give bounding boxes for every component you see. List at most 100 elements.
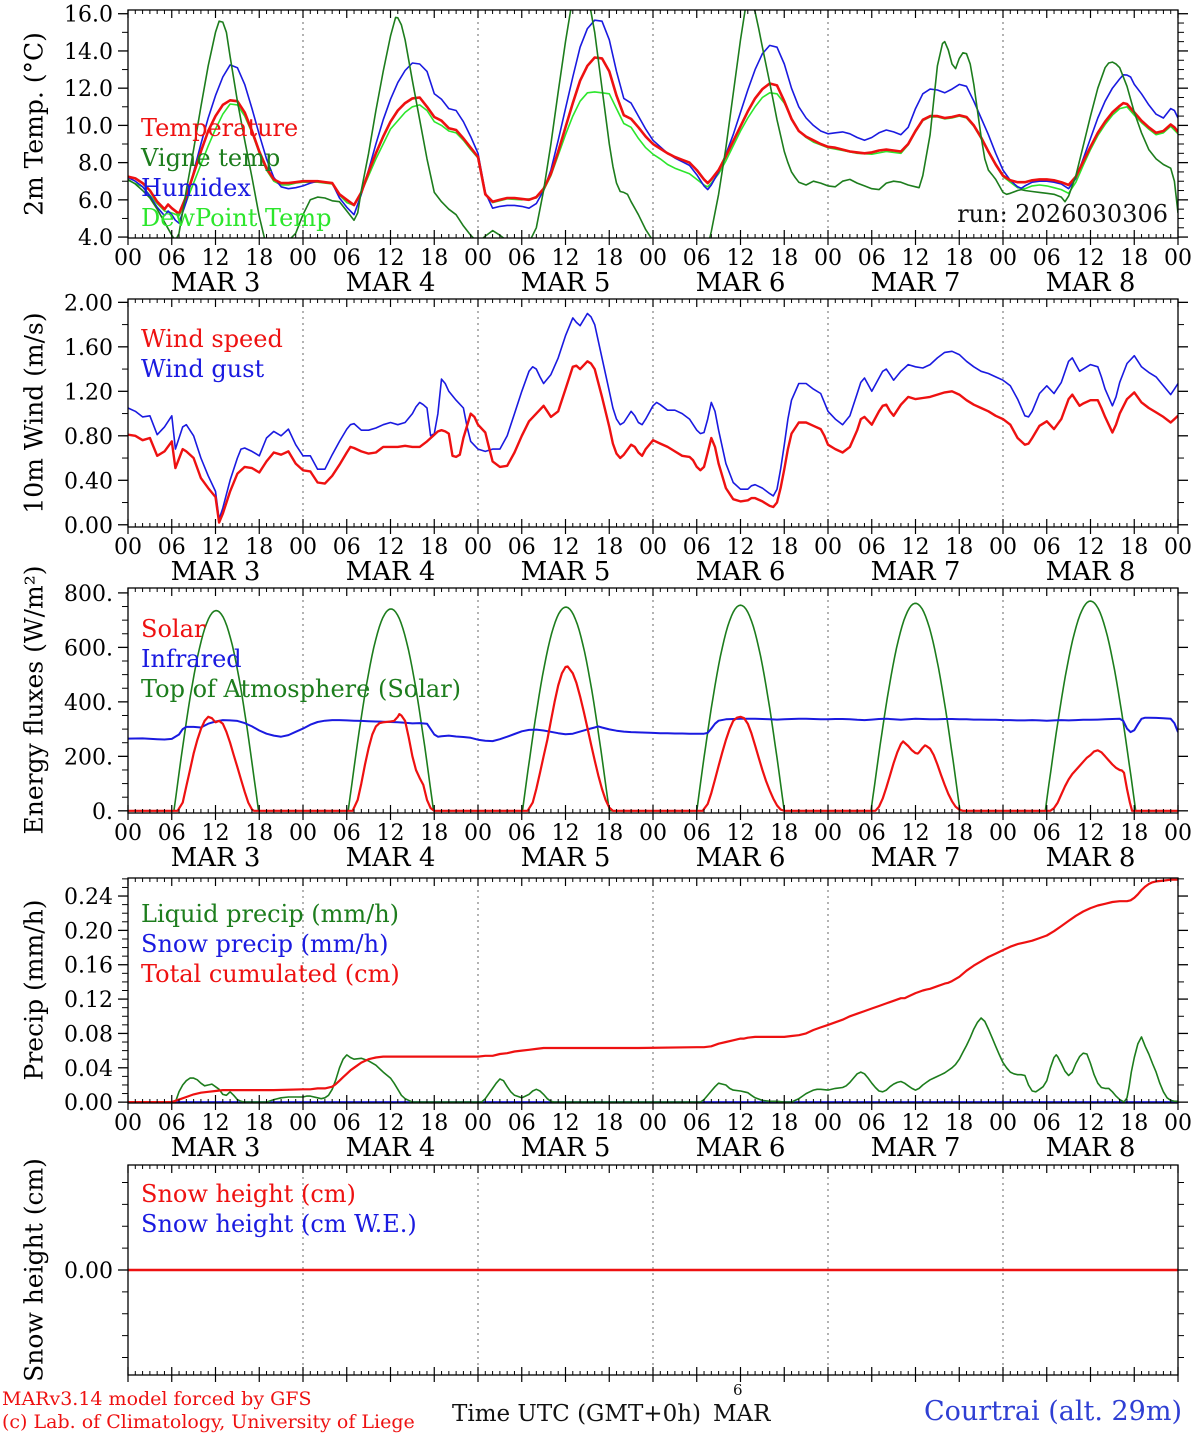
x-tick-label: 12 xyxy=(552,246,580,271)
x-tick-label: 18 xyxy=(245,821,273,846)
x-tick-label: 00 xyxy=(639,821,667,846)
x-tick-label: 00 xyxy=(989,246,1017,271)
panel-energy-fluxes: 800.600.400.200.0.00 06 12 18 00 06 12 18 00 06 12… xyxy=(64,582,1192,873)
x-tick-label: 00 xyxy=(114,1111,142,1136)
run-label: run: 2026030306 xyxy=(957,200,1168,228)
x-day-label: MAR 7 xyxy=(871,843,961,873)
legend-snow-precip: Snow precip (mm/h) xyxy=(141,930,389,958)
x-tick-label: 00 xyxy=(464,1111,492,1136)
x-day-label: MAR 7 xyxy=(871,557,961,587)
x-tick-label: 12 xyxy=(727,821,755,846)
x-tick-label: 00 xyxy=(814,535,842,560)
x-tick-label: 18 xyxy=(770,1111,798,1136)
x-tick-label: 18 xyxy=(945,246,973,271)
y-tick-label: 0.00 xyxy=(64,1091,113,1116)
x-tick-label: 00 xyxy=(464,535,492,560)
x-tick-label: 12 xyxy=(727,246,755,271)
x-tick-label: 06 xyxy=(333,535,361,560)
x-tick-label: 12 xyxy=(377,1111,405,1136)
x-day-label: MAR 8 xyxy=(1046,843,1136,873)
x-tick-label: 18 xyxy=(1120,246,1148,271)
x-tick-label: 12 xyxy=(202,535,230,560)
x-tick-label: 00 xyxy=(814,1111,842,1136)
x-tick-label: 18 xyxy=(1120,821,1148,846)
x-tick-label: 00 xyxy=(114,535,142,560)
x-day-label: MAR 6 xyxy=(696,1133,786,1163)
x-tick-label: 12 xyxy=(1077,246,1105,271)
x-tick-label: 00 xyxy=(639,1111,667,1136)
x-tick-label: 12 xyxy=(902,246,930,271)
x-tick-label: 00 xyxy=(1164,535,1192,560)
x-tick-label: 00 xyxy=(639,246,667,271)
x-tick-label: 12 xyxy=(902,821,930,846)
x-day-label: MAR 6 xyxy=(696,268,786,298)
x-tick-label: 12 xyxy=(552,535,580,560)
x-tick-label: 18 xyxy=(770,535,798,560)
legend-solar: Solar xyxy=(141,615,206,643)
y-tick-label: 6.0 xyxy=(78,189,113,214)
x-tick-label: 06 xyxy=(683,535,711,560)
y-axis-title-precip: Precip (mm/h) xyxy=(19,899,49,1081)
series-infrared xyxy=(128,716,1178,743)
x-tick-label: 12 xyxy=(727,1111,755,1136)
y-tick-label: 0.16 xyxy=(64,954,113,979)
x-tick-label: 06 xyxy=(858,246,886,271)
x-tick-label: 06 xyxy=(333,246,361,271)
x-day-label: MAR 5 xyxy=(521,843,611,873)
y-tick-label: 0.12 xyxy=(64,988,113,1013)
x-tick-label: 12 xyxy=(202,246,230,271)
x-tick-label: 12 xyxy=(552,821,580,846)
x-tick-label: 18 xyxy=(595,535,623,560)
footer-credit-lab: (c) Lab. of Climatology, University of L… xyxy=(2,1411,415,1433)
x-tick-label: 06 xyxy=(158,246,186,271)
x-tick-label: 06 xyxy=(158,535,186,560)
y-tick-label: 400. xyxy=(64,691,113,716)
y-tick-label: 0.40 xyxy=(64,469,113,494)
x-tick-label: 18 xyxy=(945,821,973,846)
x-tick-label: 06 xyxy=(1033,821,1061,846)
y-axis-title-energy: Energy fluxes (W/m²) xyxy=(19,565,49,835)
x-tick-label: 06 xyxy=(683,246,711,271)
x-tick-label: 00 xyxy=(289,246,317,271)
x-day-label: MAR 3 xyxy=(171,557,261,587)
y-tick-label: 16.0 xyxy=(64,3,113,28)
x-tick-label: 06 xyxy=(158,821,186,846)
x-tick-label: 06 xyxy=(683,1111,711,1136)
y-tick-label: 8.0 xyxy=(78,152,113,177)
x-tick-label: 00 xyxy=(1164,1111,1192,1136)
legend-infrared: Infrared xyxy=(141,645,242,673)
x-day-label: MAR 4 xyxy=(346,1133,436,1163)
legend-snow-height: Snow height (cm) xyxy=(141,1180,356,1208)
y-tick-label: 2.00 xyxy=(64,291,113,316)
y-axis-title-snow: Snow height (cm) xyxy=(19,1158,49,1382)
x-tick-label: 06 xyxy=(858,821,886,846)
x-tick-label: 18 xyxy=(945,1111,973,1136)
series-solar xyxy=(128,665,1178,812)
legend-snow-height-we: Snow height (cm W.E.) xyxy=(141,1210,417,1238)
series-total-cumulated xyxy=(128,878,1178,1103)
x-tick-label: 12 xyxy=(1077,1111,1105,1136)
x-tick-label: 12 xyxy=(202,1111,230,1136)
x-day-label: MAR 7 xyxy=(871,268,961,298)
x-tick-label: 00 xyxy=(989,821,1017,846)
x-tick-label: 06 xyxy=(858,1111,886,1136)
x-tick-label: 06 xyxy=(1033,246,1061,271)
x-day-label: MAR 8 xyxy=(1046,557,1136,587)
x-tick-label: 06 xyxy=(683,821,711,846)
x-tick-label: 00 xyxy=(639,535,667,560)
x-tick-label: 18 xyxy=(420,821,448,846)
x-tick-label: 12 xyxy=(202,821,230,846)
x-tick-label: 00 xyxy=(114,821,142,846)
y-tick-label: 1.20 xyxy=(64,380,113,405)
legend-wind-gust: Wind gust xyxy=(141,355,265,383)
x-tick-label: 06 xyxy=(508,246,536,271)
legend-humidex: Humidex xyxy=(141,174,251,202)
x-tick-label: 12 xyxy=(902,535,930,560)
x-tick-label: 06 xyxy=(508,1111,536,1136)
x-tick-label: 18 xyxy=(245,246,273,271)
y-tick-label: 0.00 xyxy=(64,514,113,539)
y-tick-label: 600. xyxy=(64,636,113,661)
x-tick-label: 00 xyxy=(989,1111,1017,1136)
